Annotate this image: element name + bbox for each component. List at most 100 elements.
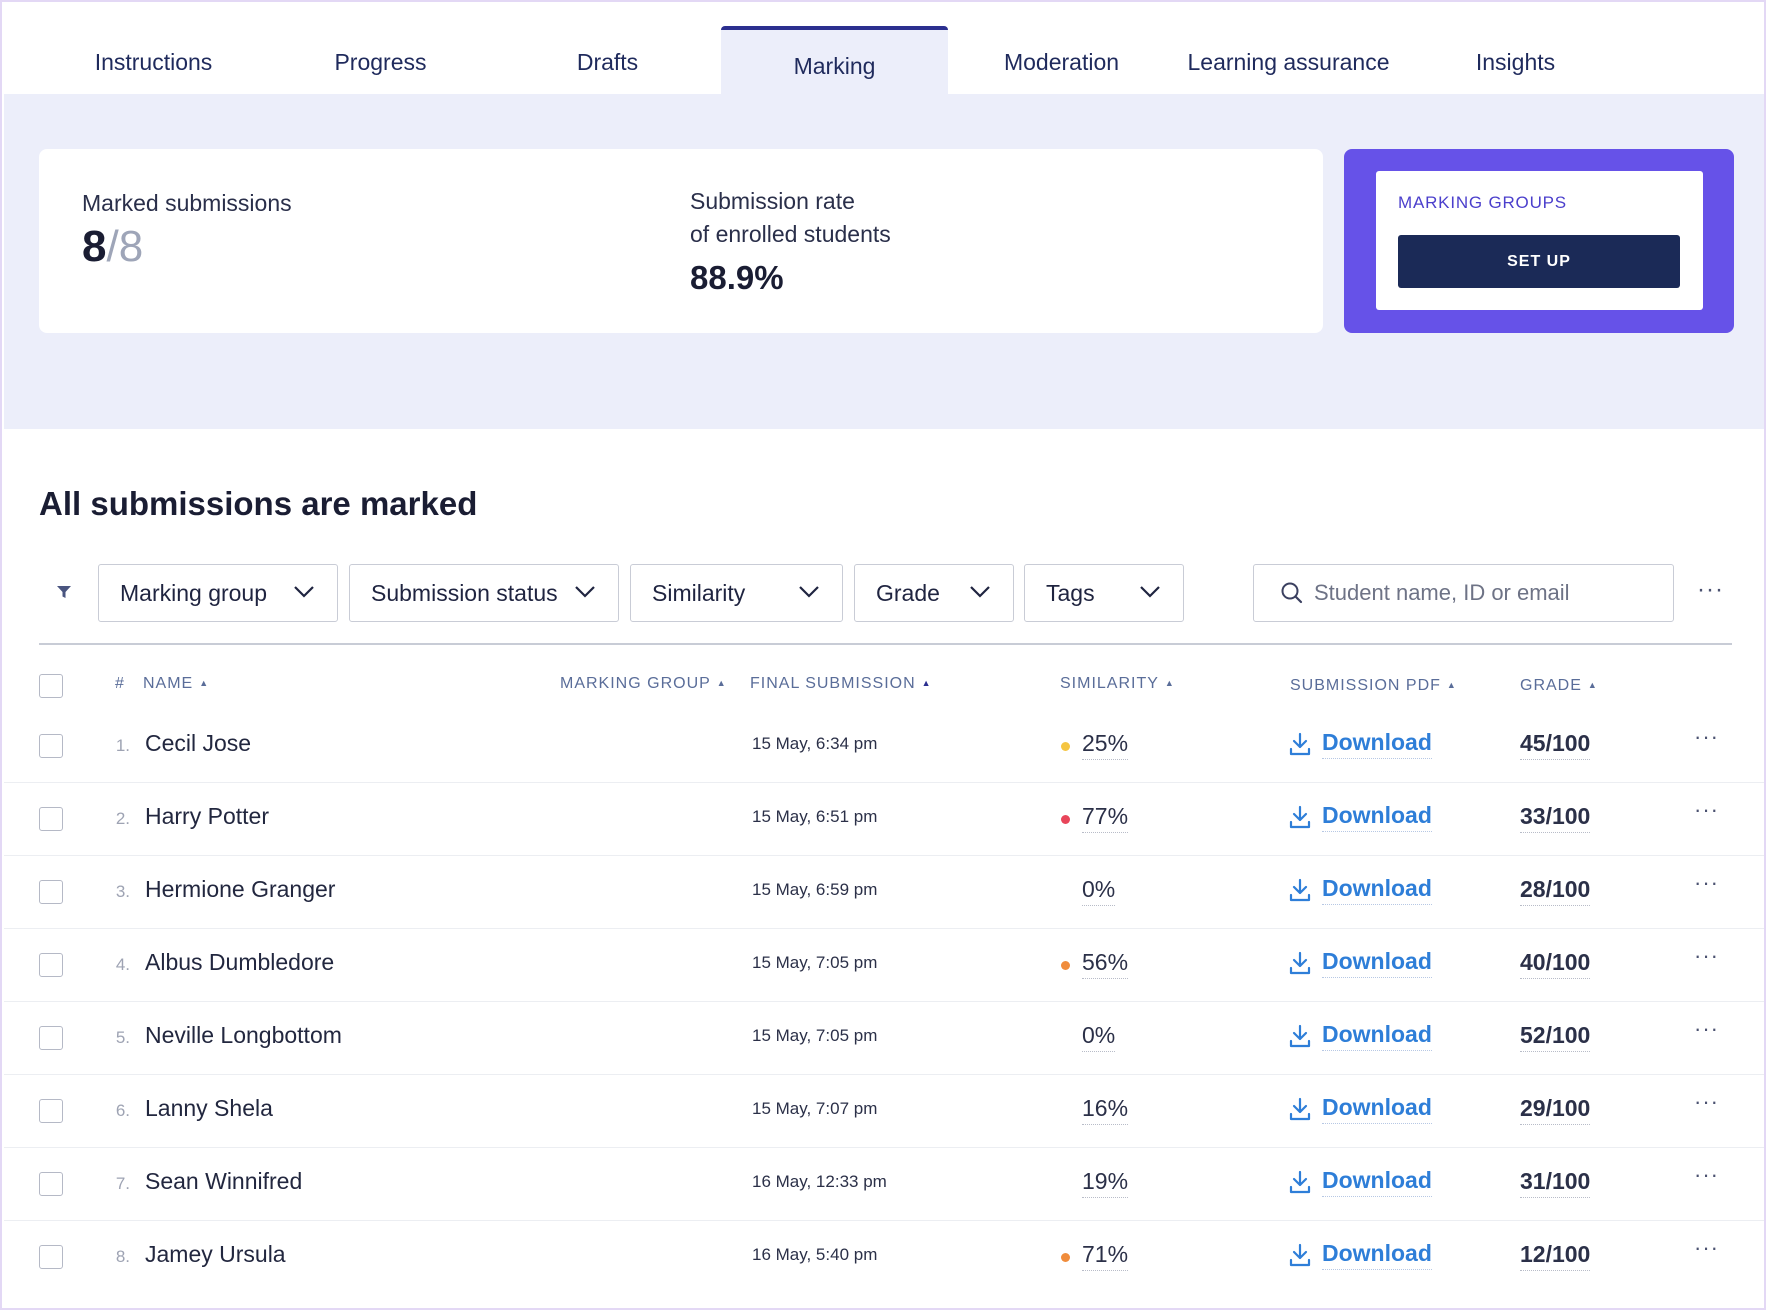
table-row[interactable]: 2. Harry Potter 15 May, 6:51 pm 77% Download… — [4, 783, 1764, 856]
similarity-score[interactable]: 71% — [1082, 1241, 1129, 1271]
search-input[interactable] — [1314, 580, 1654, 606]
student-name[interactable]: Lanny Shela — [145, 1095, 273, 1121]
column-header-grade[interactable]: GRADE ▲ — [1520, 677, 1598, 695]
table-row[interactable]: 3. Hermione Granger 15 May, 6:59 pm 0% Downl… — [4, 856, 1764, 929]
student-search[interactable] — [1253, 564, 1674, 622]
tab-learning-assurance[interactable]: Learning assurance — [1187, 49, 1390, 75]
row-checkbox[interactable] — [39, 734, 63, 758]
table-row[interactable]: 4. Albus Dumbledore 15 May, 7:05 pm 56% Down… — [4, 929, 1764, 1002]
row-more-options-button[interactable]: ··· — [1694, 1016, 1719, 1041]
tab-marking[interactable]: Marking — [721, 26, 948, 94]
grade-filter[interactable]: Grade — [854, 564, 1014, 622]
download-icon — [1289, 805, 1311, 829]
column-header-similarity-label: SIMILARITY — [1060, 675, 1159, 692]
table-row[interactable]: 7. Sean Winnifred 16 May, 12:33 pm 19% Downl… — [4, 1148, 1764, 1221]
student-name[interactable]: Cecil Jose — [145, 730, 252, 756]
column-header-marking-group-label: MARKING GROUP — [560, 675, 711, 692]
select-all-checkbox[interactable] — [39, 674, 63, 698]
tab-progress[interactable]: Progress — [334, 49, 427, 75]
submission-date: 15 May, 6:51 pm — [752, 807, 878, 826]
column-header-marking-group[interactable]: MARKING GROUP ▲ — [560, 675, 727, 693]
grade-value[interactable]: 52/100 — [1520, 1022, 1591, 1052]
row-checkbox[interactable] — [39, 953, 63, 977]
similarity-filter-label: Similarity — [652, 579, 746, 606]
student-name[interactable]: Hermione Granger — [145, 876, 336, 902]
download-pdf-link[interactable]: Download — [1289, 1021, 1432, 1051]
column-header-final-submission-label: FINAL SUBMISSION — [750, 675, 916, 692]
row-index: 4. — [115, 955, 130, 974]
tab-bar: Instructions Progress Drafts Marking Mod… — [4, 2, 1764, 94]
row-checkbox[interactable] — [39, 807, 63, 831]
row-more-options-button[interactable]: ··· — [1694, 1162, 1719, 1187]
student-name[interactable]: Albus Dumbledore — [145, 949, 335, 975]
filter-icon[interactable] — [54, 582, 74, 602]
similarity-score[interactable]: 16% — [1082, 1095, 1129, 1125]
similarity-score[interactable]: 0% — [1082, 1022, 1116, 1052]
row-checkbox[interactable] — [39, 1099, 63, 1123]
row-more-options-button[interactable]: ··· — [1694, 724, 1719, 749]
grade-value[interactable]: 33/100 — [1520, 803, 1591, 833]
more-options-button[interactable]: ··· — [1697, 576, 1724, 603]
sort-icon: ▲ — [1587, 680, 1598, 690]
row-checkbox[interactable] — [39, 880, 63, 904]
sort-icon: ▲ — [199, 678, 210, 688]
sort-icon: ▲ — [1164, 678, 1175, 688]
download-pdf-link[interactable]: Download — [1289, 875, 1432, 905]
tags-filter[interactable]: Tags — [1024, 564, 1184, 622]
download-pdf-link[interactable]: Download — [1289, 948, 1432, 978]
row-checkbox[interactable] — [39, 1172, 63, 1196]
table-row[interactable]: 5. Neville Longbottom 15 May, 7:05 pm 0% Dow… — [4, 1002, 1764, 1075]
marked-submissions-value: 8/8 — [82, 222, 292, 272]
row-more-options-button[interactable]: ··· — [1694, 797, 1719, 822]
submission-status-filter[interactable]: Submission status — [349, 564, 619, 622]
tab-drafts[interactable]: Drafts — [576, 49, 639, 75]
student-name[interactable]: Neville Longbottom — [145, 1022, 342, 1048]
similarity-filter[interactable]: Similarity — [630, 564, 843, 622]
row-checkbox[interactable] — [39, 1245, 63, 1269]
set-up-button[interactable]: SET UP — [1398, 235, 1680, 288]
table-row[interactable]: 6. Lanny Shela 15 May, 7:07 pm 16% Download 2… — [4, 1075, 1764, 1148]
tab-insights[interactable]: Insights — [1475, 49, 1556, 75]
student-name[interactable]: Sean Winnifred — [145, 1168, 303, 1194]
chevron-down-icon — [294, 586, 314, 598]
similarity-score[interactable]: 56% — [1082, 949, 1129, 979]
grade-value[interactable]: 29/100 — [1520, 1095, 1591, 1125]
row-more-options-button[interactable]: ··· — [1694, 1235, 1719, 1260]
download-pdf-link[interactable]: Download — [1289, 1094, 1432, 1124]
marked-submissions-label: Marked submissions — [82, 190, 292, 216]
tab-moderation[interactable]: Moderation — [1003, 49, 1120, 75]
chevron-down-icon — [1140, 586, 1160, 598]
download-pdf-link[interactable]: Download — [1289, 729, 1432, 759]
student-name[interactable]: Jamey Ursula — [145, 1241, 286, 1267]
download-pdf-link[interactable]: Download — [1289, 802, 1432, 832]
submission-date: 15 May, 6:59 pm — [752, 880, 878, 899]
column-header-submission-pdf[interactable]: SUBMISSION PDF ▲ — [1290, 677, 1457, 695]
submission-date: 15 May, 7:07 pm — [752, 1099, 878, 1118]
column-header-name[interactable]: NAME ▲ — [143, 675, 209, 693]
download-pdf-link[interactable]: Download — [1289, 1240, 1432, 1270]
tab-instructions[interactable]: Instructions — [94, 49, 213, 75]
row-more-options-button[interactable]: ··· — [1694, 870, 1719, 895]
student-name[interactable]: Harry Potter — [145, 803, 269, 829]
table-row[interactable]: 8. Jamey Ursula 16 May, 5:40 pm 71% Download… — [4, 1221, 1764, 1294]
column-header-final-submission[interactable]: FINAL SUBMISSION ▲ — [750, 675, 932, 693]
similarity-score[interactable]: 77% — [1082, 803, 1129, 833]
column-header-similarity[interactable]: SIMILARITY ▲ — [1060, 675, 1175, 693]
row-more-options-button[interactable]: ··· — [1694, 943, 1719, 968]
marking-group-filter[interactable]: Marking group — [98, 564, 338, 622]
grade-value[interactable]: 28/100 — [1520, 876, 1591, 906]
download-label: Download — [1322, 1094, 1432, 1124]
row-more-options-button[interactable]: ··· — [1694, 1089, 1719, 1114]
row-checkbox[interactable] — [39, 1026, 63, 1050]
download-label: Download — [1322, 1021, 1432, 1051]
table-row[interactable]: 1. Cecil Jose 15 May, 6:34 pm 25% Download 45… — [4, 710, 1764, 783]
grade-value[interactable]: 31/100 — [1520, 1168, 1591, 1198]
similarity-score[interactable]: 0% — [1082, 876, 1116, 906]
similarity-score[interactable]: 25% — [1082, 730, 1129, 760]
similarity-score[interactable]: 19% — [1082, 1168, 1129, 1198]
grade-value[interactable]: 40/100 — [1520, 949, 1591, 979]
download-pdf-link[interactable]: Download — [1289, 1167, 1432, 1197]
grade-value[interactable]: 45/100 — [1520, 730, 1591, 760]
grade-value[interactable]: 12/100 — [1520, 1241, 1591, 1271]
